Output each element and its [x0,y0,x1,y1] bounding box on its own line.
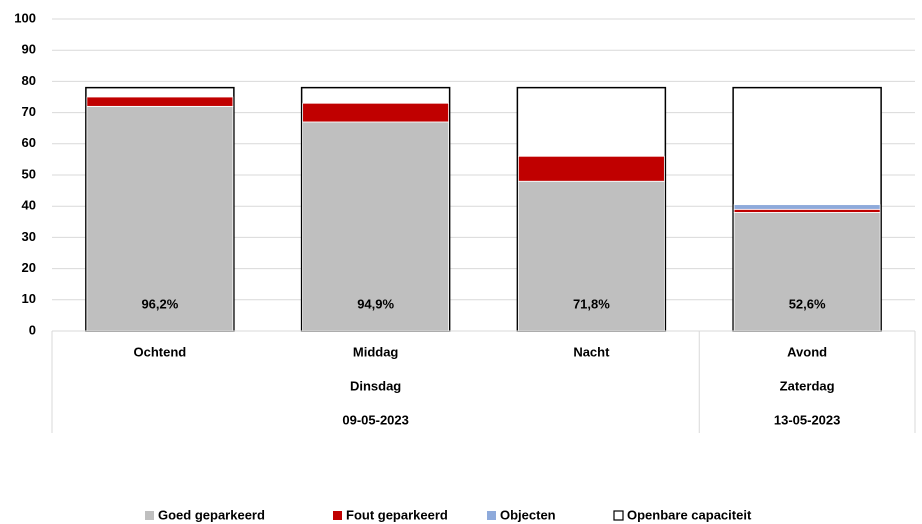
bar-segment [302,102,450,123]
legend-swatch [613,510,624,521]
bar-annotation: 94,9% [357,296,394,311]
group-label: Dinsdag [350,378,401,393]
legend-label: Goed geparkeerd [158,507,265,522]
y-tick-label: 30 [22,229,36,244]
x-tick-label: Ochtend [134,344,187,359]
bar-segment [517,180,665,332]
bar-segment [86,105,234,332]
group-date: 09-05-2023 [342,412,409,427]
group-label: Zaterdag [780,378,835,393]
y-tick-label: 60 [22,135,36,150]
legend-label: Objecten [500,507,556,522]
legend-swatch [333,511,342,520]
bar-annotation: 71,8% [573,296,610,311]
x-tick-label: Nacht [573,344,610,359]
x-tick-label: Middag [353,344,399,359]
legend-swatch [487,511,496,520]
y-tick-label: 10 [22,291,36,306]
legend-swatch [145,511,154,520]
bar-segment [86,96,234,107]
y-tick-label: 40 [22,198,36,213]
y-tick-label: 0 [29,322,36,337]
bar-annotation: 52,6% [789,296,826,311]
y-tick-label: 70 [22,104,36,119]
x-tick-label: Avond [787,344,827,359]
y-tick-label: 80 [22,73,36,88]
bar-segment [733,208,881,213]
y-tick-label: 20 [22,260,36,275]
bar-segment [733,212,881,332]
bar-segment [302,121,450,332]
bar-annotation: 96,2% [141,296,178,311]
legend-label: Fout geparkeerd [346,507,448,522]
group-date: 13-05-2023 [774,412,841,427]
y-tick-label: 100 [14,10,36,25]
bar-segment [733,204,881,210]
legend-label: Openbare capaciteit [627,507,752,522]
bar-segment [517,155,665,182]
y-tick-label: 90 [22,42,36,57]
y-tick-label: 50 [22,166,36,181]
